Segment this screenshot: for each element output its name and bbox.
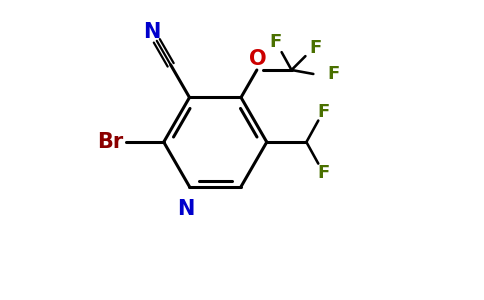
Text: N: N [177, 199, 194, 219]
Text: O: O [249, 49, 267, 69]
Text: F: F [309, 39, 321, 57]
Text: F: F [327, 65, 339, 83]
Text: Br: Br [97, 132, 123, 152]
Text: N: N [143, 22, 161, 42]
Text: F: F [270, 33, 282, 51]
Text: F: F [317, 164, 330, 181]
Text: F: F [317, 103, 330, 121]
